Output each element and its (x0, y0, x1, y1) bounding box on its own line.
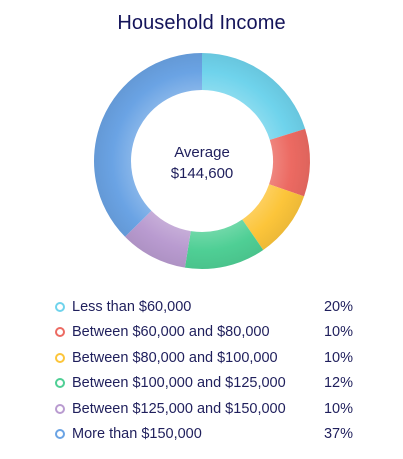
legend-marker (55, 429, 65, 440)
donut-slices (93, 53, 310, 269)
donut-slice-between-60-000-and-80-000[interactable] (269, 128, 310, 197)
legend-value: 37% (323, 426, 353, 443)
legend-marker (55, 352, 65, 363)
legend-value: 10% (323, 349, 353, 366)
legend-item-less-than-60-000[interactable]: Less than $60,000 20% (55, 294, 353, 320)
legend-item-between-100-000-and-125-000[interactable]: Between $100,000 and $125,000 12% (55, 371, 353, 397)
legend-label: Between $60,000 and $80,000 (72, 324, 270, 341)
donut-slice-between-80-000-and-100-000[interactable] (242, 184, 305, 250)
center-label: Average (174, 144, 230, 161)
legend-marker (55, 327, 65, 338)
legend-marker (55, 403, 65, 414)
donut-slice-between-125-000-and-150-000[interactable] (125, 210, 191, 268)
legend-value: 12% (323, 375, 353, 392)
chart-legend: Less than $60,000 20% Between $60,000 and … (55, 294, 353, 447)
legend-item-between-125-000-and-150-000[interactable]: Between $125,000 and $150,000 10% (55, 396, 353, 422)
legend-value: 10% (323, 400, 353, 417)
legend-item-between-60-000-and-80-000[interactable]: Between $60,000 and $80,000 10% (55, 320, 353, 346)
legend-item-between-80-000-and-100-000[interactable]: Between $80,000 and $100,000 10% (55, 345, 353, 371)
chart-title: Household Income (117, 12, 286, 34)
legend-value: 10% (323, 324, 353, 341)
donut-chart: Average $144,600 (93, 53, 310, 269)
legend-label: Between $80,000 and $100,000 (72, 349, 278, 366)
legend-marker (55, 378, 65, 389)
center-value: $144,600 (171, 165, 234, 182)
legend-label: Between $100,000 and $125,000 (72, 375, 286, 392)
legend-label: More than $150,000 (72, 426, 202, 443)
legend-label: Less than $60,000 (72, 298, 192, 315)
legend-label: Between $125,000 and $150,000 (72, 400, 286, 417)
legend-item-more-than-150-000[interactable]: More than $150,000 37% (55, 422, 353, 448)
donut-slice-less-than-60-000[interactable] (202, 53, 306, 140)
legend-marker (55, 301, 65, 312)
donut-slice-more-than-150-000[interactable] (93, 53, 202, 237)
legend-value: 20% (323, 298, 353, 315)
donut-chart-svg: Average $144,600 (93, 53, 310, 269)
donut-slice-between-100-000-and-125-000[interactable] (184, 219, 264, 269)
